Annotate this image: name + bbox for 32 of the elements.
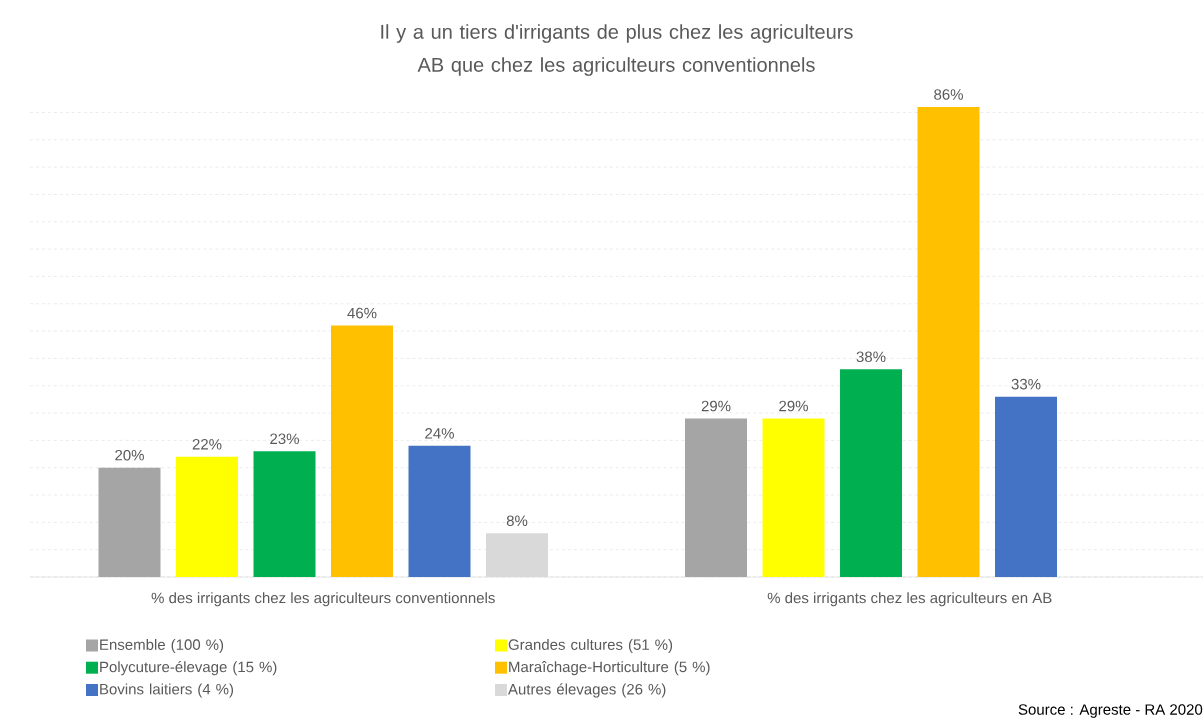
data-label: 29% bbox=[779, 400, 808, 412]
source-note: Source : Agreste - RA 2020 bbox=[1018, 704, 1203, 718]
bar bbox=[408, 445, 471, 577]
data-label: 8% bbox=[506, 515, 528, 527]
data-label: 20% bbox=[115, 449, 144, 461]
data-label: 24% bbox=[425, 428, 454, 439]
bar bbox=[98, 467, 161, 577]
bar bbox=[840, 369, 903, 577]
legend-label: Maraîchage-Horticulture (5 %) bbox=[509, 661, 710, 676]
data-label: 33% bbox=[1011, 378, 1041, 390]
bar bbox=[762, 418, 825, 577]
bar bbox=[331, 325, 393, 577]
data-label: 22% bbox=[192, 439, 222, 450]
legend-label: Autres élevages (26 %) bbox=[508, 683, 666, 698]
bar bbox=[995, 396, 1058, 577]
bar bbox=[176, 456, 238, 577]
x-tick-label: % des irrigants chez les agriculteurs en AB bbox=[767, 592, 1052, 607]
data-label: 29% bbox=[701, 400, 731, 412]
data-label: 46% bbox=[347, 307, 377, 319]
data-label: 38% bbox=[856, 351, 886, 363]
legend-label: Grandes cultures (51 %) bbox=[508, 638, 673, 653]
bar bbox=[917, 107, 980, 577]
legend-label: Bovins laitiers (4 %) bbox=[100, 683, 234, 698]
legend-label: Polycuture-élevage (15 %) bbox=[100, 661, 277, 676]
bar bbox=[486, 533, 549, 577]
data-label: 86% bbox=[934, 89, 963, 100]
chart-title: Il y a un tiers d'irrigants de plus chez les agriculteurs AB que chez les agriculteurs conventionnels bbox=[381, 24, 853, 76]
legend-label: Ensemble (100 %) bbox=[100, 638, 224, 653]
bar bbox=[685, 418, 748, 577]
x-tick-label: % des irrigants chez les agriculteurs conventionnels bbox=[151, 592, 495, 607]
data-label: 23% bbox=[270, 433, 299, 445]
bar bbox=[253, 451, 316, 577]
